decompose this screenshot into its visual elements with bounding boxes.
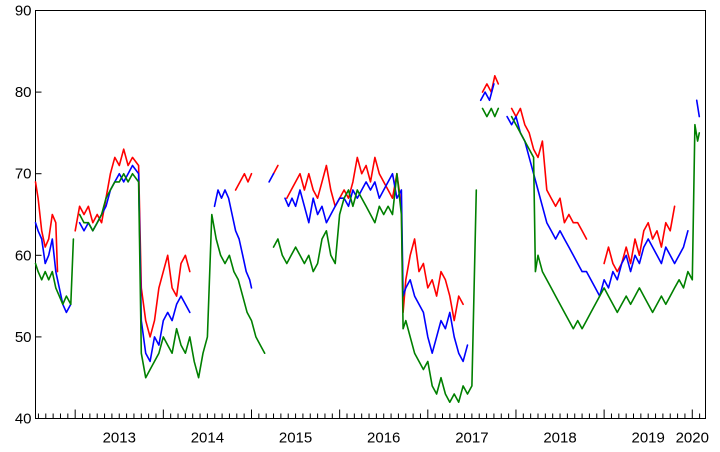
series-line-3 xyxy=(34,107,701,403)
y-tick-label: 40 xyxy=(15,411,32,428)
x-tick-label: 2017 xyxy=(455,430,488,447)
x-tick-label: 2014 xyxy=(191,430,224,447)
series-layer xyxy=(34,75,701,403)
x-tick-label: 2018 xyxy=(543,430,576,447)
y-tick-label: 50 xyxy=(15,329,32,346)
y-tick-label: 80 xyxy=(15,84,32,101)
y-tick-label: 60 xyxy=(15,247,32,264)
x-tick-label: 2015 xyxy=(279,430,312,447)
x-axis: 2013 2014 2015 2016 2017 2018 2019 2020 xyxy=(37,409,709,447)
series-line-2 xyxy=(34,83,701,363)
series-line-1 xyxy=(34,75,676,338)
y-tick-label: 70 xyxy=(15,166,32,183)
plot-frame xyxy=(35,10,706,419)
x-tick-label: 2020 xyxy=(676,430,709,447)
x-tick-label: 2016 xyxy=(367,430,400,447)
y-axis: 40 50 60 70 80 90 xyxy=(15,3,42,428)
y-tick-label: 90 xyxy=(15,3,32,20)
x-tick-label: 2019 xyxy=(632,430,665,447)
x-tick-label: 2013 xyxy=(103,430,136,447)
